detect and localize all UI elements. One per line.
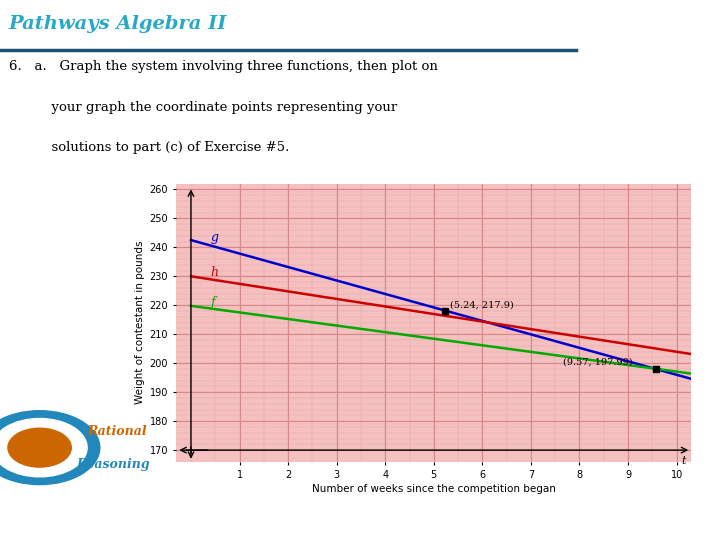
Text: Reasoning: Reasoning [76,458,150,471]
Circle shape [0,411,100,484]
Text: Pathways Algebra II: Pathways Algebra II [9,15,227,33]
X-axis label: Number of weeks since the competition began: Number of weeks since the competition be… [312,484,556,494]
Circle shape [8,428,71,467]
Text: 6.   a.   Graph the system involving three functions, then plot on: 6. a. Graph the system involving three f… [9,60,438,73]
Text: h: h [210,266,218,279]
Text: Inv 1.7: Inv 1.7 [522,514,572,527]
Text: © 2017 CARLSON & O'BRYAN: © 2017 CARLSON & O'BRYAN [174,514,359,527]
Text: f: f [210,295,215,308]
Text: 43: 43 [660,514,679,528]
Text: (9.57, 197.99): (9.57, 197.99) [564,357,633,367]
Text: your graph the coordinate points representing your: your graph the coordinate points represe… [9,101,397,114]
Text: t: t [682,456,686,466]
Text: (5.24, 217.9): (5.24, 217.9) [450,301,514,310]
Text: Rational: Rational [87,424,147,437]
Circle shape [0,418,87,477]
Y-axis label: Weight of contestant in pounds: Weight of contestant in pounds [135,241,145,404]
Text: solutions to part (c) of Exercise #5.: solutions to part (c) of Exercise #5. [9,141,289,154]
Text: g: g [210,231,218,244]
